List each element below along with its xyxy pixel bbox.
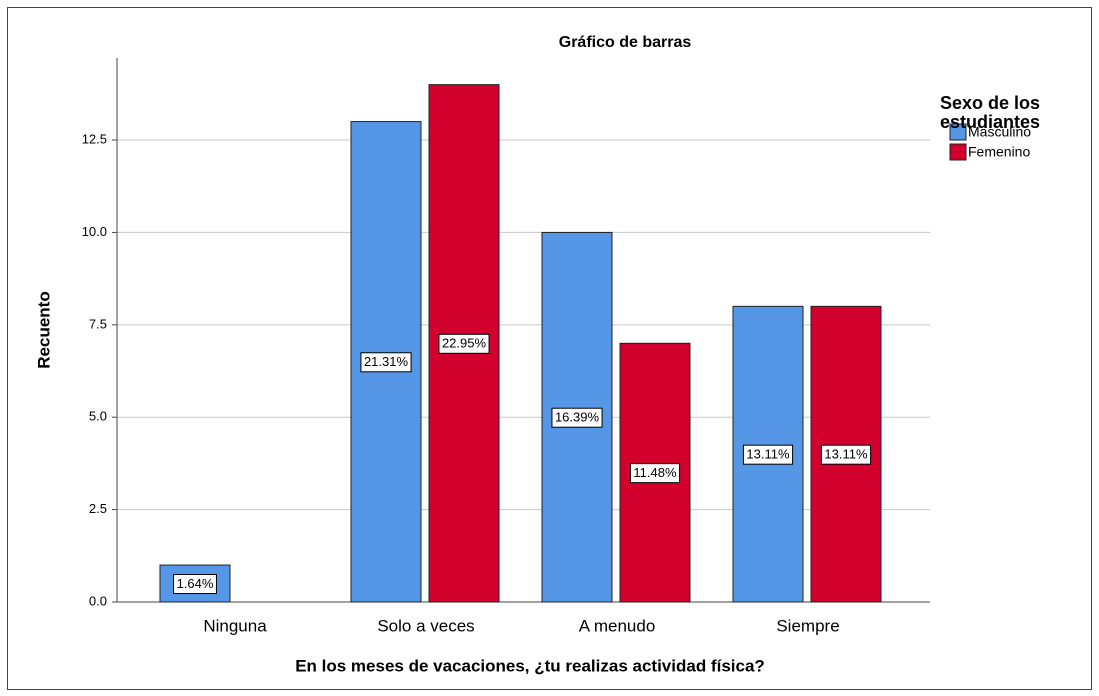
y-axis-label: Recuento [34, 291, 53, 368]
data-label: 13.11% [824, 447, 868, 462]
legend-label: Masculino [968, 124, 1031, 140]
data-label-box [438, 333, 490, 354]
y-tick-label: 10.0 [82, 224, 107, 239]
data-label-box [173, 574, 217, 595]
data-label-box [742, 444, 794, 465]
legend-swatch [949, 123, 967, 141]
data-label: 11.48% [633, 465, 677, 480]
x-axis-label: En los meses de vacaciones, ¿tu realizas… [295, 656, 765, 675]
y-tick-label: 7.5 [89, 316, 107, 331]
y-tick-label: 2.5 [89, 501, 107, 516]
x-tick-label: Solo a veces [377, 616, 474, 635]
data-label: 13.11% [746, 447, 790, 462]
legend-swatch [949, 143, 967, 161]
data-label-box [551, 407, 603, 428]
legend-label: Femenino [968, 144, 1030, 160]
x-tick-label: Ninguna [203, 616, 267, 635]
y-tick-label: 5.0 [89, 409, 107, 424]
chart-title: Gráfico de barras [559, 34, 692, 51]
data-label: 22.95% [442, 336, 487, 351]
x-tick-label: A menudo [579, 616, 656, 635]
legend-title: Sexo de los estudiantes [940, 93, 1041, 132]
y-tick-label: 0.0 [89, 593, 107, 608]
data-label-box [360, 352, 412, 373]
data-label: 16.39% [555, 410, 600, 425]
data-label: 1.64% [177, 576, 214, 591]
data-label: 21.31% [364, 354, 409, 369]
data-label-box [820, 444, 872, 465]
y-tick-label: 12.5 [82, 131, 107, 146]
x-tick-label: Siempre [776, 616, 839, 635]
data-label-box [629, 463, 681, 484]
